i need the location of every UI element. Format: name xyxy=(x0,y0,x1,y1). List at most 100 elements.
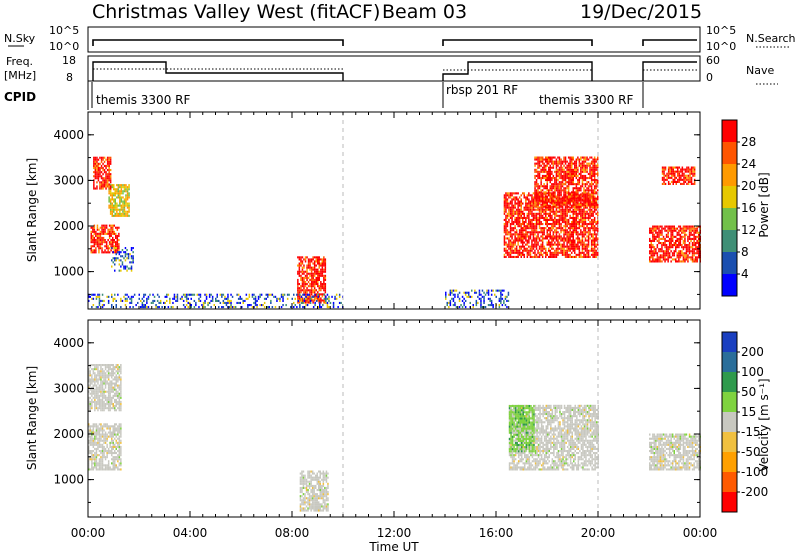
echo-cell xyxy=(584,166,587,169)
echo-cell xyxy=(276,299,278,302)
echo-cell xyxy=(580,205,582,208)
echo-cell xyxy=(549,229,551,232)
echo-cell xyxy=(555,210,558,213)
echo-cell xyxy=(211,297,214,300)
echo-cell xyxy=(685,229,688,232)
echo-cell xyxy=(313,270,316,273)
echo-cell xyxy=(227,295,229,298)
echo-cell xyxy=(694,242,697,245)
echo-cell xyxy=(185,299,188,302)
echo-cell xyxy=(592,203,594,206)
echo-cell xyxy=(506,249,509,252)
echo-cell xyxy=(540,251,542,254)
echo-cell xyxy=(506,251,509,254)
echo-cell xyxy=(111,447,113,450)
echo-cell xyxy=(520,239,522,242)
echo-cell xyxy=(564,223,567,226)
echo-cell xyxy=(684,254,686,257)
echo-cell xyxy=(681,235,683,238)
echo-cell xyxy=(558,214,561,217)
echo-cell xyxy=(666,178,668,181)
echo-cell xyxy=(583,158,585,161)
echo-cell xyxy=(512,210,515,213)
echo-cell xyxy=(597,227,599,230)
echo-cell xyxy=(671,246,674,249)
echo-cell xyxy=(508,206,510,209)
echo-cell xyxy=(458,306,461,309)
echo-cell xyxy=(667,180,670,183)
echo-cell xyxy=(95,380,98,383)
echo-cell xyxy=(114,423,116,426)
echo-cell xyxy=(248,295,251,298)
echo-cell xyxy=(93,171,95,174)
echo-cell xyxy=(518,235,521,238)
echo-cell xyxy=(593,249,596,252)
echo-cell xyxy=(546,218,548,221)
echo-cell xyxy=(195,301,197,304)
echo-cell xyxy=(580,243,582,246)
echo-cell xyxy=(535,168,538,171)
echo-cell xyxy=(166,295,168,298)
echo-cell xyxy=(670,250,672,253)
echo-cell xyxy=(111,441,113,444)
echo-cell xyxy=(115,441,117,444)
echo-cell xyxy=(652,239,654,242)
echo-cell xyxy=(522,241,524,244)
echo-cell xyxy=(535,218,538,221)
echo-cell xyxy=(332,304,335,307)
echo-cell xyxy=(320,258,322,261)
echo-cell xyxy=(592,235,594,238)
echo-cell xyxy=(551,229,553,232)
echo-cell xyxy=(190,297,192,300)
echo-cell xyxy=(107,245,109,248)
echo-cell xyxy=(554,218,556,221)
echo-cell xyxy=(540,164,542,167)
echo-cell xyxy=(587,189,590,192)
echo-cell xyxy=(552,231,555,234)
echo-cell xyxy=(561,247,564,250)
echo-cell xyxy=(468,293,470,296)
echo-cell xyxy=(551,195,553,198)
echo-cell xyxy=(310,278,313,281)
echo-cell xyxy=(581,223,584,226)
echo-cell xyxy=(106,445,108,448)
echo-cell xyxy=(545,193,547,196)
echo-cell xyxy=(498,289,501,292)
echo-cell xyxy=(111,247,113,250)
echo-cell xyxy=(109,156,112,159)
echo-cell xyxy=(546,185,548,188)
echo-cell xyxy=(661,172,664,175)
echo-cell xyxy=(593,221,596,224)
echo-cell xyxy=(580,193,582,196)
echo-cell xyxy=(89,372,91,375)
echo-cell xyxy=(572,199,574,202)
echo-cell xyxy=(509,231,512,234)
echo-cell xyxy=(517,214,519,217)
echo-cell xyxy=(698,239,700,242)
echo-cell xyxy=(96,232,99,235)
echo-cell xyxy=(101,293,104,296)
echo-cell xyxy=(672,170,674,173)
echo-cell xyxy=(580,210,582,213)
echo-cell xyxy=(95,239,97,242)
echo-cell xyxy=(534,208,536,211)
echo-cell xyxy=(91,376,93,379)
echo-cell xyxy=(566,197,568,200)
echo-cell xyxy=(554,235,556,238)
echo-cell xyxy=(304,260,307,263)
echo-cell xyxy=(538,166,541,169)
echo-cell xyxy=(514,206,516,209)
echo-cell xyxy=(92,380,95,383)
echo-cell xyxy=(578,179,581,182)
echo-cell xyxy=(88,452,90,455)
echo-cell xyxy=(569,183,571,186)
echo-cell xyxy=(560,243,562,246)
echo-cell xyxy=(104,441,107,444)
echo-cell xyxy=(580,162,582,165)
echo-cell xyxy=(324,276,327,279)
echo-cell xyxy=(593,164,596,167)
echo-cell xyxy=(101,425,104,428)
echo-cell xyxy=(529,208,532,211)
echo-cell xyxy=(167,293,170,296)
echo-cell xyxy=(595,187,597,190)
